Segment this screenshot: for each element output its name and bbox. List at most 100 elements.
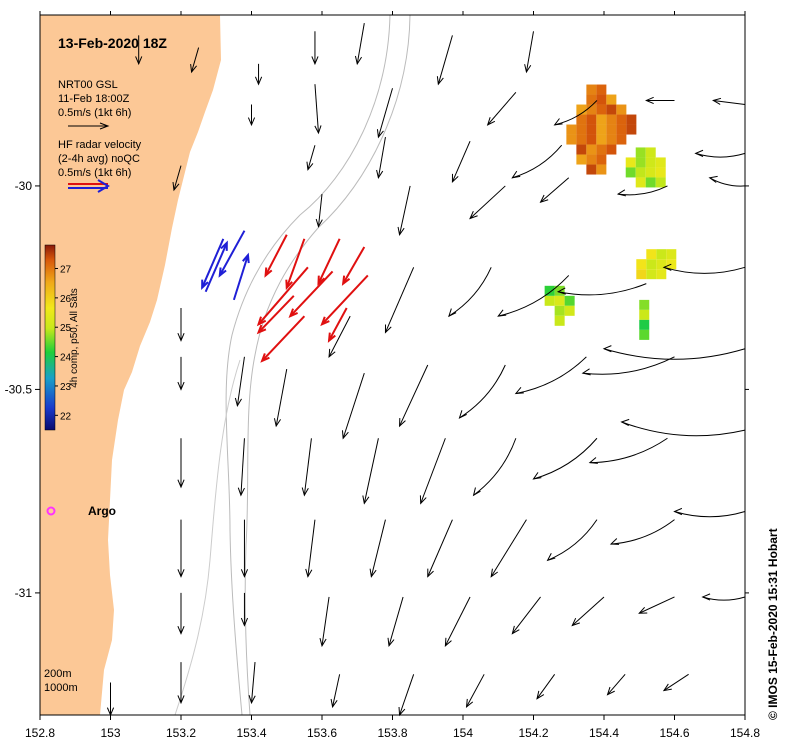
sst-pixel xyxy=(656,259,667,270)
radar-vector-red xyxy=(320,274,369,327)
radar-vector-red xyxy=(288,270,334,319)
lon-tick-label: 153.4 xyxy=(236,726,266,740)
sst-pixel xyxy=(616,104,627,115)
sst-pixel xyxy=(646,249,657,260)
model-vector-arrow xyxy=(616,185,668,197)
model-vector-arrow xyxy=(240,592,249,627)
sst-pixel xyxy=(636,269,647,280)
sst-pixel xyxy=(554,315,565,326)
sst-pixel xyxy=(606,134,617,145)
model-vector-arrow xyxy=(177,356,185,391)
radar-vector-blue xyxy=(232,252,250,301)
model-vector-arrow xyxy=(237,438,245,497)
model-vector-arrow xyxy=(469,185,506,220)
sst-patch xyxy=(639,299,650,340)
plot-area xyxy=(39,14,746,717)
radar-legend-subtitle: (2-4h avg) noQC xyxy=(58,153,140,165)
argo-float-marker xyxy=(46,506,56,516)
model-vector-arrow xyxy=(311,31,319,66)
sst-pixel xyxy=(566,124,577,135)
radar-legend: HF radar velocity (2-4h avg) noQC 0.5m/s… xyxy=(58,139,142,193)
lon-tick-label: 153 xyxy=(100,726,120,740)
sst-pixel xyxy=(586,84,597,95)
sst-pixel xyxy=(616,134,627,145)
colorbar-tick-label: 23 xyxy=(60,382,72,393)
colorbar-tick-label: 27 xyxy=(60,264,72,275)
model-vector-arrow xyxy=(451,140,471,184)
sst-pixel xyxy=(596,84,607,95)
sst-pixel xyxy=(656,249,667,260)
sst-patch xyxy=(636,249,677,280)
model-vector-arrow xyxy=(465,674,485,708)
axis-labels: 152.8 153 153.2 153.4 153.6 153.8 154 154.2 154.… xyxy=(5,11,760,740)
colorbar-tick-label: 24 xyxy=(60,353,72,364)
sst-pixel xyxy=(576,114,587,125)
depth-label-1000m: 1000m xyxy=(44,682,78,694)
sst-patch xyxy=(625,147,666,188)
sst-pixel xyxy=(596,114,607,125)
model-vector-arrow xyxy=(362,438,379,505)
model-vector-field xyxy=(106,23,746,717)
lon-tick-label: 154.2 xyxy=(518,726,548,740)
radar-vector-red xyxy=(285,238,306,291)
sst-pixel xyxy=(636,259,647,270)
sst-pixel xyxy=(645,157,656,168)
sst-pixel xyxy=(666,259,677,270)
model-vector-arrow xyxy=(248,662,256,705)
colorbar-tick-label: 22 xyxy=(60,411,72,422)
sst-layer xyxy=(544,84,677,340)
sst-pixel xyxy=(564,295,575,306)
sst-pixel xyxy=(596,154,607,165)
model-vector-arrow xyxy=(606,673,626,696)
lon-tick-label: 152.8 xyxy=(25,726,55,740)
model-vector-arrow xyxy=(546,519,598,562)
sst-patch xyxy=(566,84,637,175)
radar-scale-arrowhead xyxy=(97,179,110,193)
lat-tick-label: -30 xyxy=(15,179,33,193)
sst-pixel xyxy=(596,134,607,145)
radar-vector-red xyxy=(256,295,295,335)
sst-pixel xyxy=(606,124,617,135)
radar-vector-field xyxy=(201,230,369,363)
glider-scale-arrowhead xyxy=(99,122,110,130)
model-vector-arrow xyxy=(190,47,200,74)
model-vector-arrow xyxy=(328,315,351,358)
sst-pixel xyxy=(554,305,565,316)
model-vector-arrow xyxy=(662,673,689,692)
model-vector-arrow xyxy=(701,593,746,601)
lon-tick-label: 154.4 xyxy=(589,726,619,740)
sst-pixel xyxy=(646,259,657,270)
model-vector-arrow xyxy=(645,96,675,105)
model-vector-arrow xyxy=(490,519,527,578)
model-vector-arrow xyxy=(177,519,185,578)
model-vector-arrow xyxy=(602,345,746,360)
model-vector-arrow xyxy=(314,84,322,135)
model-vector-arrow xyxy=(306,145,316,171)
sst-pixel xyxy=(586,164,597,175)
model-vector-arrow xyxy=(240,519,249,578)
model-vector-arrow xyxy=(399,364,429,428)
lat-tick-label: -31 xyxy=(15,586,33,600)
sst-pixel xyxy=(635,177,646,188)
sst-pixel xyxy=(576,154,587,165)
lon-tick-label: 153.6 xyxy=(307,726,337,740)
model-vector-arrow xyxy=(556,283,647,296)
model-vector-arrow xyxy=(472,438,517,497)
sst-pixel xyxy=(635,147,646,158)
model-vector-arrow xyxy=(247,104,256,127)
sst-pixel xyxy=(655,167,666,178)
lon-tick-label: 153.2 xyxy=(166,726,196,740)
depth-contour-1000m xyxy=(244,14,411,716)
sst-pixel xyxy=(586,114,597,125)
sst-pixel xyxy=(666,249,677,260)
map-title: 13-Feb-2020 18Z xyxy=(58,35,167,51)
model-vector-arrow xyxy=(177,592,185,635)
sst-pixel xyxy=(645,177,656,188)
lon-tick-label: 153.8 xyxy=(377,726,407,740)
sst-pixel xyxy=(635,167,646,178)
sst-pixel xyxy=(606,114,617,125)
model-vector-arrow xyxy=(397,185,411,237)
sst-pixel xyxy=(639,299,650,310)
sst-pixel xyxy=(544,295,555,306)
